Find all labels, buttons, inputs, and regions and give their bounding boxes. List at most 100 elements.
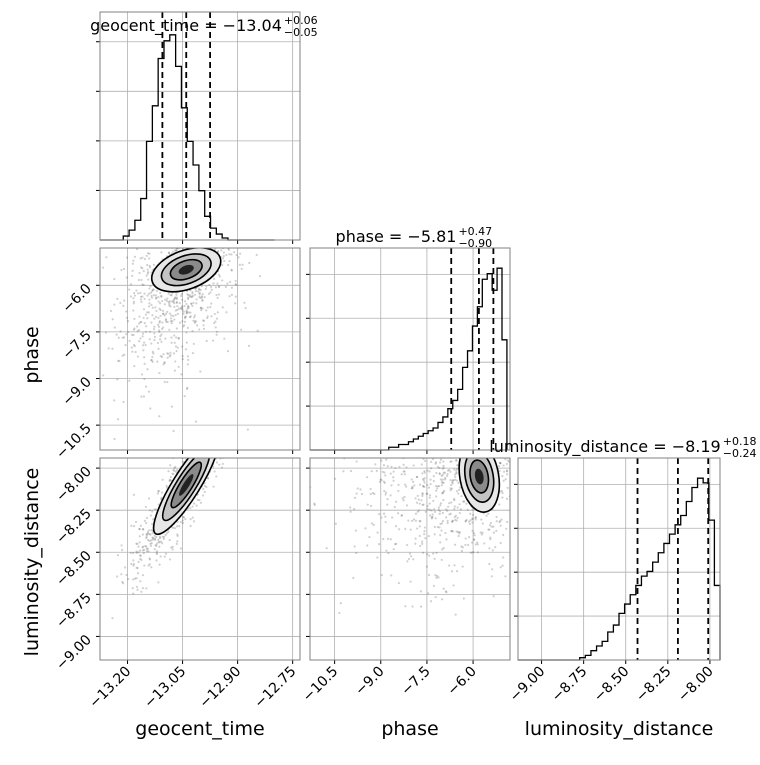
sample-point <box>453 543 457 546</box>
sample-point <box>472 513 475 516</box>
sample-point <box>443 489 446 492</box>
sample-point <box>213 470 216 473</box>
sample-point <box>413 484 416 487</box>
sample-point <box>216 453 218 455</box>
sample-point <box>165 312 168 315</box>
sample-point <box>124 242 126 244</box>
sample-point <box>195 504 198 507</box>
sample-point <box>153 335 157 338</box>
sample-point <box>138 549 142 552</box>
sample-point <box>205 285 208 288</box>
sample-point <box>521 425 523 427</box>
sample-point <box>170 314 173 317</box>
sample-point <box>420 463 423 466</box>
sample-point <box>162 353 165 356</box>
sample-point <box>428 514 432 517</box>
sample-point <box>395 542 398 545</box>
sample-point <box>148 558 152 561</box>
sample-point <box>164 552 168 555</box>
sample-point <box>403 470 406 473</box>
sample-point <box>144 505 148 509</box>
sample-point <box>188 241 190 243</box>
sample-point <box>157 538 160 541</box>
sample-point <box>113 399 116 402</box>
sample-point <box>438 466 441 470</box>
sample-point <box>142 341 146 344</box>
sample-point <box>424 537 427 540</box>
sample-point <box>162 363 165 366</box>
sample-point <box>158 371 161 375</box>
sample-point <box>212 339 215 342</box>
sample-point <box>414 497 417 500</box>
sample-point <box>119 301 122 305</box>
sample-point <box>303 464 305 466</box>
sample-point <box>213 240 215 242</box>
sample-point <box>123 299 126 302</box>
sample-point <box>495 529 498 532</box>
sample-point <box>423 529 426 533</box>
sample-point <box>198 291 201 295</box>
sample-point <box>206 315 209 318</box>
sample-point <box>502 470 506 473</box>
sample-point <box>467 520 471 523</box>
sample-point <box>132 592 135 595</box>
sample-point <box>169 475 172 479</box>
sample-point <box>192 342 195 346</box>
sample-point <box>442 466 445 469</box>
x-axis-label: phase <box>381 718 438 740</box>
sample-point <box>513 517 515 519</box>
sample-point <box>203 295 206 299</box>
sample-point <box>498 469 501 473</box>
sample-point <box>384 493 387 496</box>
sample-point <box>178 244 180 246</box>
sample-point <box>476 451 478 453</box>
sample-point <box>149 407 152 410</box>
sample-point <box>366 476 369 479</box>
sample-point <box>155 559 158 562</box>
sample-point <box>510 498 512 500</box>
sample-point <box>60 327 62 329</box>
sample-point <box>513 535 515 537</box>
sample-point <box>148 557 151 560</box>
sample-point <box>123 267 126 271</box>
sample-point <box>386 498 389 501</box>
sample-point <box>453 507 456 510</box>
sample-point <box>453 473 456 476</box>
sample-point <box>147 529 150 532</box>
sample-point <box>237 256 240 259</box>
sample-point <box>189 524 192 528</box>
sample-point <box>193 454 195 456</box>
sample-point <box>201 299 204 302</box>
sample-point <box>355 551 358 555</box>
sample-point <box>140 558 143 562</box>
sample-point <box>162 312 165 315</box>
sample-point <box>140 266 143 269</box>
sample-point <box>148 257 151 260</box>
sample-point <box>156 492 160 495</box>
sample-point <box>172 250 175 253</box>
sample-point <box>433 525 437 529</box>
sample-point <box>183 300 187 303</box>
sample-point <box>501 475 504 478</box>
sample-point <box>180 373 183 376</box>
sample-point <box>208 283 211 287</box>
sample-point <box>172 472 175 476</box>
sample-point <box>415 475 418 479</box>
sample-point <box>444 531 447 535</box>
sample-point <box>459 452 461 454</box>
sample-point <box>181 308 184 311</box>
sample-point <box>471 551 474 554</box>
sample-point <box>186 297 190 301</box>
sample-point <box>182 325 185 328</box>
sample-point <box>144 343 147 347</box>
sample-point <box>353 508 356 511</box>
sample-point <box>421 503 424 506</box>
sample-point <box>133 292 136 295</box>
sample-point <box>158 545 161 548</box>
sample-point <box>145 587 148 590</box>
sample-point <box>141 574 145 577</box>
sample-point <box>432 584 436 588</box>
sample-point <box>404 527 407 530</box>
sample-point <box>454 518 457 522</box>
sample-point <box>188 294 191 297</box>
